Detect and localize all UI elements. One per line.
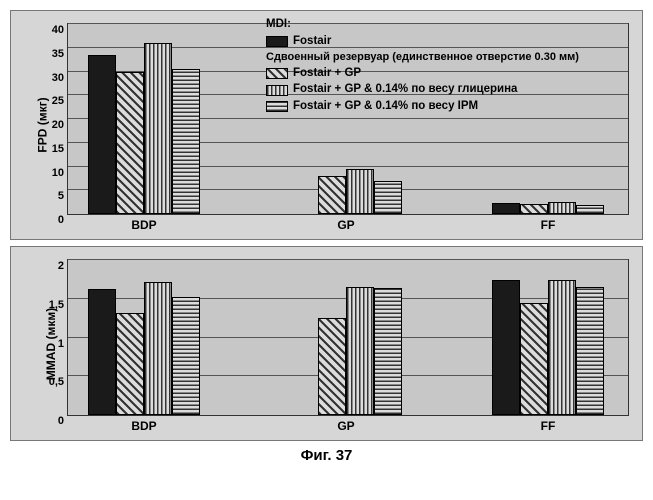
bar-ff-fostair (492, 203, 520, 214)
bar-gp-fostair_gp (318, 318, 346, 415)
legend-row-ipm: Fostair + GP & 0.14% по весу IPM (266, 99, 636, 115)
legend-label: Fostair (293, 34, 331, 50)
bar-gp-fostair_gp_ipm (374, 181, 402, 214)
bar-gp-fostair_gp (318, 176, 346, 214)
bar-ff-fostair_gp (520, 204, 548, 214)
bar-bdp-fostair_gp (116, 313, 144, 415)
bar-ff-fostair_gp_ipm (576, 205, 604, 215)
ytick-label: 20 (52, 119, 68, 131)
ytick-label: 15 (52, 143, 68, 155)
xcat-label: GP (337, 415, 354, 433)
legend-title: MDI: (266, 17, 636, 33)
ytick-label: 1,5 (49, 299, 68, 311)
ytick-label: 10 (52, 167, 68, 179)
mmad-plot-area: 00,511,52BDPGPFF (67, 259, 629, 416)
bar-bdp-fostair_gp_ipm (172, 297, 200, 415)
ytick-label: 2 (58, 260, 68, 272)
legend-row-glyc: Fostair + GP & 0.14% по весу глицерина (266, 82, 636, 98)
ytick-label: 1 (58, 338, 68, 350)
xcat-label: FF (541, 415, 556, 433)
xcat-label: FF (541, 214, 556, 232)
mmad-chart: MMAD (мкм) 00,511,52BDPGPFF (10, 246, 643, 441)
swatch-diag-icon (266, 68, 288, 79)
legend-label: Fostair + GP & 0.14% по весу IPM (293, 99, 478, 115)
bar-bdp-fostair (88, 55, 116, 214)
bar-ff-fostair (492, 280, 520, 415)
bar-bdp-fostair_gp (116, 72, 144, 215)
fpd-chart: FPD (мкг) 0 5 10 15 20 25 30 35 40 BDP GP FF MDI: F… (10, 10, 643, 240)
legend-label: Fostair + GP (293, 66, 361, 82)
swatch-vstripe-icon (266, 85, 288, 96)
mmad-ylabel: MMAD (мкм) (44, 307, 58, 379)
bar-gp-fostair_gp_ipm (374, 288, 402, 415)
figure-caption: Фиг. 37 (10, 447, 643, 464)
bar-bdp-fostair_gp_ipm (172, 69, 200, 214)
legend-row-fostair: Fostair (266, 34, 636, 50)
bar-bdp-fostair_gp_glyc (144, 43, 172, 214)
legend-row-gp: Fostair + GP (266, 66, 636, 82)
fpd-ylabel: FPD (мкг) (36, 97, 50, 152)
legend-subtitle: Сдвоенный резервуар (единственное отверс… (266, 50, 636, 65)
swatch-hstripe-icon (266, 101, 288, 112)
ytick-label: 40 (52, 24, 68, 36)
legend-label: Fostair + GP & 0.14% по весу глицерина (293, 82, 517, 98)
ytick-label: 30 (52, 72, 68, 84)
bar-gp-fostair_gp_glyc (346, 169, 374, 214)
ytick-label: 0 (58, 214, 68, 226)
gridline (68, 259, 628, 260)
ytick-label: 35 (52, 48, 68, 60)
swatch-solid-icon (266, 36, 288, 47)
ytick-label: 25 (52, 95, 68, 107)
chart-legend: MDI: Fostair Сдвоенный резервуар (единст… (266, 17, 636, 115)
ytick-label: 0,5 (49, 376, 68, 388)
xcat-label: GP (337, 214, 354, 232)
bar-ff-fostair_gp_ipm (576, 287, 604, 415)
bar-ff-fostair_gp_glyc (548, 202, 576, 214)
bar-bdp-fostair_gp_glyc (144, 282, 172, 415)
bar-gp-fostair_gp_glyc (346, 287, 374, 415)
xcat-label: BDP (131, 214, 156, 232)
bar-bdp-fostair (88, 289, 116, 415)
ytick-label: 5 (58, 190, 68, 202)
figure-37: FPD (мкг) 0510152025303540BDPGPFF MDI: F… (10, 10, 643, 464)
bar-ff-fostair_gp_glyc (548, 280, 576, 415)
bar-ff-fostair_gp (520, 303, 548, 415)
ytick-label: 0 (58, 415, 68, 427)
xcat-label: BDP (131, 415, 156, 433)
